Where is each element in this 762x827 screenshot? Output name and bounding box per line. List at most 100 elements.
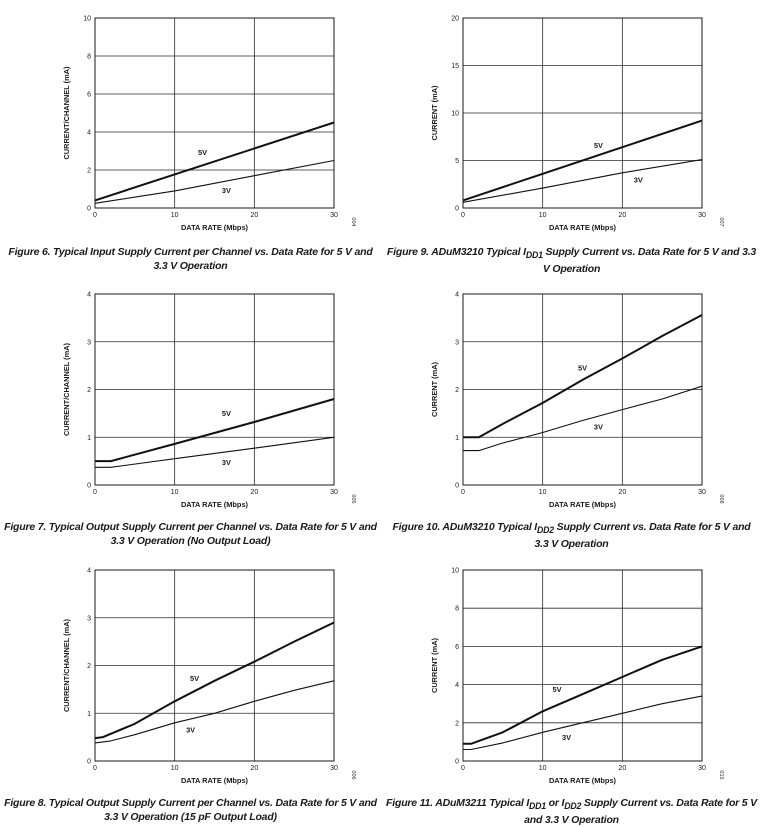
x-tick-label: 10	[171, 489, 179, 496]
y-axis-label: CURRENT (mA)	[430, 637, 439, 693]
y-tick-label: 4	[455, 292, 459, 299]
series-line-5v	[462, 119, 703, 202]
chart-caption: Figure 9. ADuM3210 Typical IDD1 Supply C…	[386, 246, 757, 276]
series-line-3v	[94, 680, 335, 744]
chart-panel-fig11: 0 10 20 30 0 2 4 6 8 10 DATA RATE (Mbps) CURRENT (m…	[381, 552, 762, 827]
y-tick-label: 15	[451, 63, 459, 70]
series-line-3v	[95, 436, 335, 468]
y-tick-label: 2	[455, 720, 459, 727]
x-tick-label: 30	[698, 765, 706, 772]
y-tick-label: 0	[87, 206, 91, 213]
y-tick-label: 0	[455, 759, 459, 766]
figure-id: 005	[350, 494, 356, 503]
series-label: 3V	[594, 423, 603, 432]
x-axis-label: DATA RATE (Mbps)	[549, 500, 617, 509]
series-line-5v	[463, 314, 703, 439]
x-tick-label: 30	[698, 212, 706, 219]
y-tick-label: 4	[455, 682, 459, 689]
chart-fig7: 0 10 20 30 0 1 2 3 4 DATA RATE (Mbps) CURRENT/CHAN…	[62, 292, 356, 510]
x-axis-label: DATA RATE (Mbps)	[181, 776, 249, 785]
x-tick-label: 20	[250, 765, 258, 772]
x-tick-label: 10	[171, 765, 179, 772]
figure-id: 015	[718, 770, 724, 779]
y-tick-label: 10	[451, 111, 459, 118]
series-line-3v	[463, 695, 703, 751]
chart-panel-fig9: 0 10 20 30 0 5 10 15 20 DATA RATE (Mbps) CURRENT (…	[381, 0, 762, 276]
x-tick-label: 10	[539, 489, 547, 496]
x-tick-label: 10	[539, 765, 547, 772]
y-tick-label: 2	[87, 663, 91, 670]
chart-fig8: 0 10 20 30 0 1 2 3 4 DATA RATE (Mbps) CURRENT/CHAN…	[62, 568, 356, 786]
y-tick-label: 0	[455, 206, 459, 213]
x-axis-label: DATA RATE (Mbps)	[549, 223, 617, 232]
chart-caption: Figure 8. Typical Output Supply Current …	[4, 797, 377, 823]
x-tick-label: 10	[539, 212, 547, 219]
chart-panel-fig7: 0 10 20 30 0 1 2 3 4 DATA RATE (Mbps) CURRENT/CHAN…	[0, 276, 381, 551]
y-tick-label: 3	[87, 615, 91, 622]
y-tick-label: 4	[87, 568, 91, 575]
x-axis-label: DATA RATE (Mbps)	[181, 500, 249, 509]
plot-frame	[94, 293, 335, 486]
x-tick-label: 30	[330, 765, 338, 772]
series-label: 3V	[222, 458, 231, 467]
y-tick-label: 3	[455, 339, 459, 346]
series-line-3v	[94, 159, 335, 204]
x-tick-label: 30	[330, 489, 338, 496]
y-tick-label: 10	[83, 16, 91, 23]
plot-frame	[462, 293, 703, 486]
y-axis-label: CURRENT (mA)	[430, 85, 439, 141]
y-tick-label: 8	[87, 54, 91, 61]
y-tick-label: 4	[87, 130, 91, 137]
x-tick-label: 30	[698, 489, 706, 496]
x-tick-label: 0	[461, 212, 465, 219]
chart-caption: Figure 11. ADuM3211 Typical IDD1 or IDD2…	[386, 797, 757, 827]
chart-fig10: 0 10 20 30 0 1 2 3 4 DATA RATE (Mbps) CURRENT (mA)…	[430, 292, 724, 510]
x-tick-label: 0	[93, 765, 97, 772]
x-tick-label: 0	[93, 212, 97, 219]
y-tick-label: 6	[455, 644, 459, 651]
y-tick-label: 1	[87, 435, 91, 442]
x-tick-label: 20	[250, 489, 258, 496]
chart-panel-fig6: 0 10 20 30 0 2 4 6 8 10 DATA RATE (Mbps) CURRENT/CH…	[0, 0, 381, 275]
y-tick-label: 0	[455, 483, 459, 490]
y-tick-label: 6	[87, 92, 91, 99]
series-label: 3V	[186, 725, 195, 734]
chart-panel-fig8: 0 10 20 30 0 1 2 3 4 DATA RATE (Mbps) CURRENT/CHAN…	[0, 552, 381, 827]
figure-id: 008	[718, 494, 724, 503]
y-tick-label: 8	[455, 606, 459, 613]
series-label: 3V	[562, 733, 571, 742]
series-line-3v	[462, 159, 703, 203]
y-tick-label: 4	[87, 292, 91, 299]
plot-frame	[94, 569, 335, 762]
series-label: 5V	[552, 685, 561, 694]
x-tick-label: 20	[618, 765, 626, 772]
chart-caption: Figure 7. Typical Output Supply Current …	[4, 521, 377, 547]
chart-panel-fig10: 0 10 20 30 0 1 2 3 4 DATA RATE (Mbps) CURRENT (mA)…	[381, 276, 762, 551]
y-axis-label: CURRENT (mA)	[430, 361, 439, 417]
y-axis-label: CURRENT/CHANNEL (mA)	[62, 618, 71, 712]
series-line-5v	[95, 398, 335, 463]
series-label: 3V	[634, 175, 643, 184]
x-tick-label: 20	[618, 212, 626, 219]
y-tick-label: 5	[455, 158, 459, 165]
chart-caption: Figure 10. ADuM3210 Typical IDD2 Supply …	[392, 521, 751, 551]
series-label: 5V	[578, 363, 587, 372]
series-line-3v	[463, 385, 703, 452]
x-axis-label: DATA RATE (Mbps)	[181, 223, 249, 232]
y-axis-label: CURRENT/CHANNEL (mA)	[62, 66, 71, 160]
y-tick-label: 0	[87, 483, 91, 490]
x-tick-label: 0	[461, 765, 465, 772]
x-tick-label: 20	[250, 212, 258, 219]
chart-caption: Figure 6. Typical Input Supply Current p…	[8, 246, 373, 272]
series-line-5v	[94, 121, 335, 202]
y-tick-label: 3	[87, 339, 91, 346]
y-tick-label: 2	[87, 387, 91, 394]
y-tick-label: 2	[87, 168, 91, 175]
y-tick-label: 0	[87, 759, 91, 766]
plot-frame	[462, 17, 703, 209]
series-line-5v	[94, 621, 335, 740]
plot-frame	[462, 569, 703, 762]
y-tick-label: 1	[455, 435, 459, 442]
